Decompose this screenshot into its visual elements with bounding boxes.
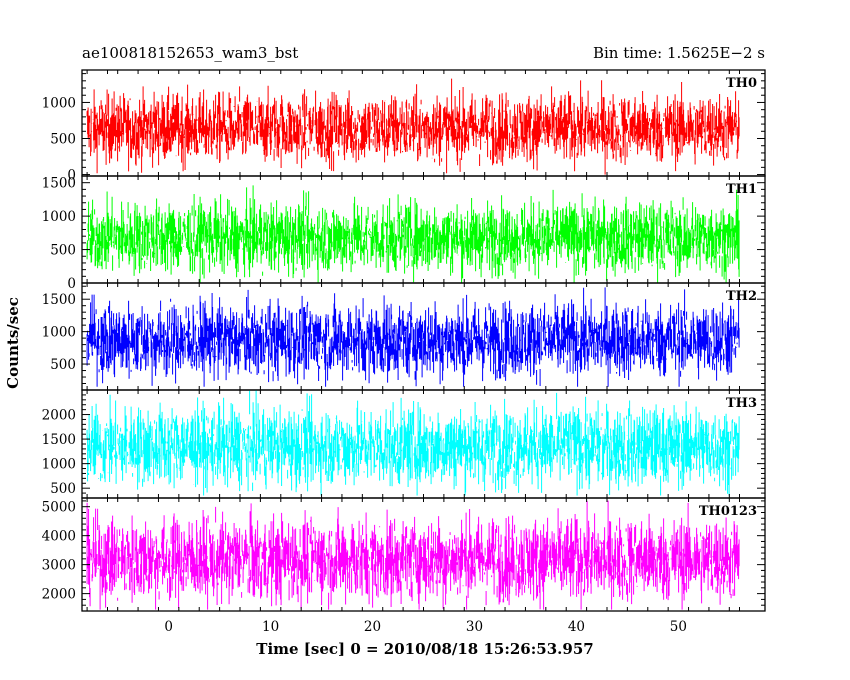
- panel-label-th1: TH1: [726, 182, 757, 197]
- y-tick-label: 1500: [42, 176, 76, 192]
- y-tick-label: 2000: [42, 408, 76, 424]
- chart-title-right: Bin time: 1.5625E−2 s: [593, 44, 765, 62]
- y-tick-label: 1500: [42, 292, 76, 308]
- panel-label-th0123: TH0123: [699, 504, 757, 519]
- panel-th1: 0 500 1000 1500 TH1: [42, 175, 766, 292]
- panel-label-th0: TH0: [726, 76, 757, 91]
- series-th0: [86, 78, 740, 175]
- panel-th0: 0 500 1000 TH0: [42, 69, 766, 184]
- series-th0123: [86, 500, 740, 610]
- panel-th0123: 2000 3000 4000 5000 TH0123: [42, 497, 766, 612]
- x-tick-label: 10: [262, 619, 279, 635]
- x-tick-label: 20: [364, 619, 381, 635]
- x-tick-label: 0: [164, 619, 173, 635]
- chart-title-left: ae100818152653_wam3_bst: [82, 44, 298, 62]
- y-tick-label: 3000: [42, 558, 76, 574]
- y-tick-label: 500: [50, 481, 76, 497]
- y-axis-title: Counts/sec: [4, 297, 22, 389]
- y-tick-label: 1000: [42, 457, 76, 473]
- x-tick-label: 40: [568, 619, 585, 635]
- y-tick-label: 1000: [42, 325, 76, 341]
- y-tick-label: 500: [50, 357, 76, 373]
- x-tick-label: 50: [670, 619, 687, 635]
- y-tick-label: 1000: [42, 209, 76, 225]
- panel-label-th3: TH3: [726, 396, 757, 411]
- y-tick-label: 1000: [42, 95, 76, 111]
- panels-group: 0 500 1000 TH0 0 500 1000 1500 TH1 500 1000 1500 TH2…: [42, 69, 766, 612]
- y-tick-label: 5000: [42, 500, 76, 516]
- series-th3: [86, 390, 740, 496]
- y-tick-label: 500: [50, 243, 76, 259]
- panel-th2: 500 1000 1500 TH2: [42, 282, 766, 391]
- panel-label-th2: TH2: [726, 289, 757, 304]
- y-tick-label: 4000: [42, 529, 76, 545]
- panel-th3: 500 1000 1500 2000 TH3: [42, 389, 766, 499]
- series-th1: [86, 185, 740, 283]
- y-tick-label: 0: [67, 276, 76, 292]
- x-tick-labels: 0 10 20 30 40 50: [164, 619, 687, 635]
- x-axis-title: Time [sec] 0 = 2010/08/18 15:26:53.957: [256, 640, 593, 658]
- y-tick-label: 0: [67, 168, 76, 184]
- y-tick-label: 1500: [42, 432, 76, 448]
- y-tick-label: 500: [50, 132, 76, 148]
- x-tick-label: 30: [466, 619, 483, 635]
- y-tick-label: 2000: [42, 587, 76, 603]
- series-th2: [86, 287, 740, 387]
